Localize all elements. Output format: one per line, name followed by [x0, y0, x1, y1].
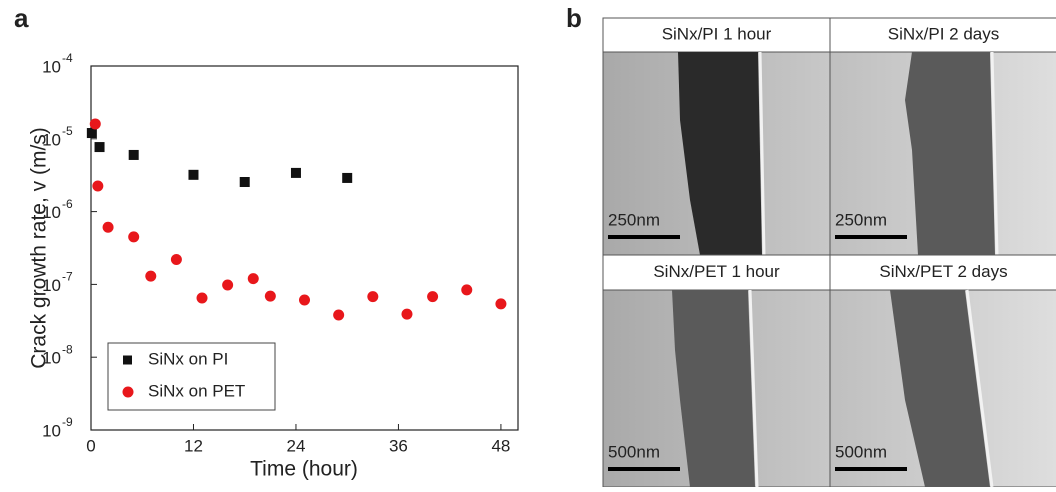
scale-label: 250nm — [608, 210, 660, 229]
y-tick-power: -9 — [62, 415, 73, 429]
point — [89, 118, 101, 130]
point — [264, 290, 276, 302]
x-tick-label: 36 — [389, 436, 408, 455]
legend-label: SiNx on PET — [148, 381, 245, 400]
y-tick-label: 10 — [42, 421, 61, 440]
crack — [890, 290, 990, 487]
panel-label: b — [566, 3, 582, 33]
point — [128, 149, 139, 160]
point — [222, 279, 234, 291]
point — [495, 298, 507, 310]
y-tick-power: -8 — [62, 342, 73, 356]
image-header — [602, 17, 831, 53]
y-tick-power: -4 — [62, 51, 73, 65]
scale-bar — [835, 235, 907, 239]
image-title: SiNx/PET 2 days — [879, 262, 1007, 281]
point — [461, 284, 473, 296]
image-title: SiNx/PI 1 hour — [662, 24, 772, 43]
y-tick-power: -6 — [62, 197, 73, 211]
crack-edge — [758, 51, 766, 256]
scale-bar — [835, 467, 907, 471]
scale-bar — [608, 467, 680, 471]
scale-label: 500nm — [835, 442, 887, 461]
point — [342, 172, 353, 183]
plot-frame — [90, 65, 519, 431]
y-tick-label: 10 — [42, 130, 61, 149]
x-axis-label: Time (hour) — [250, 458, 358, 481]
point — [188, 169, 199, 180]
point — [299, 294, 310, 306]
panel-label: a — [14, 3, 29, 33]
x-tick-label: 48 — [491, 436, 510, 455]
y-tick-label: 10 — [42, 57, 61, 76]
crack-edge — [990, 51, 999, 256]
point — [427, 291, 439, 303]
point — [196, 292, 208, 304]
y-axis-label: Crack growth rate, v (m/s) — [28, 127, 51, 369]
point — [102, 221, 114, 233]
point — [290, 167, 301, 178]
point — [401, 308, 413, 320]
image-title: SiNx/PET 1 hour — [653, 262, 780, 281]
crack-edge — [748, 289, 759, 488]
x-tick-label: 0 — [86, 436, 95, 455]
y-tick-label: 10 — [42, 276, 61, 295]
point — [367, 291, 379, 303]
image-header — [829, 254, 1056, 291]
x-tick-label: 12 — [184, 436, 203, 455]
crack-edge — [965, 289, 994, 488]
point — [86, 128, 97, 139]
point — [247, 273, 259, 285]
crack — [672, 290, 755, 487]
y-tick-power: -7 — [62, 270, 73, 284]
image-header — [829, 17, 1056, 53]
y-tick-label: 10 — [42, 203, 61, 222]
legend-label: SiNx on PI — [148, 349, 228, 368]
point — [94, 142, 105, 153]
crack — [678, 52, 762, 255]
image-title: SiNx/PI 2 days — [888, 24, 1000, 43]
point — [333, 309, 345, 321]
point — [92, 180, 104, 192]
x-tick-label: 24 — [286, 436, 305, 455]
legend-box — [107, 342, 276, 411]
legend-marker — [123, 355, 132, 365]
point — [239, 177, 250, 188]
y-tick-power: -5 — [62, 124, 73, 138]
scale-bar — [608, 235, 680, 239]
image-grid: SiNx/PI 1 hour 250nm SiNx/PI 2 days 250nm Si… — [602, 17, 1056, 488]
point — [128, 231, 140, 243]
crack — [905, 52, 995, 255]
y-tick-label: 10 — [42, 349, 61, 368]
legend-marker — [122, 386, 134, 398]
scale-label: 500nm — [608, 442, 660, 461]
scale-label: 250nm — [835, 210, 887, 229]
point — [145, 270, 157, 282]
point — [170, 253, 182, 265]
